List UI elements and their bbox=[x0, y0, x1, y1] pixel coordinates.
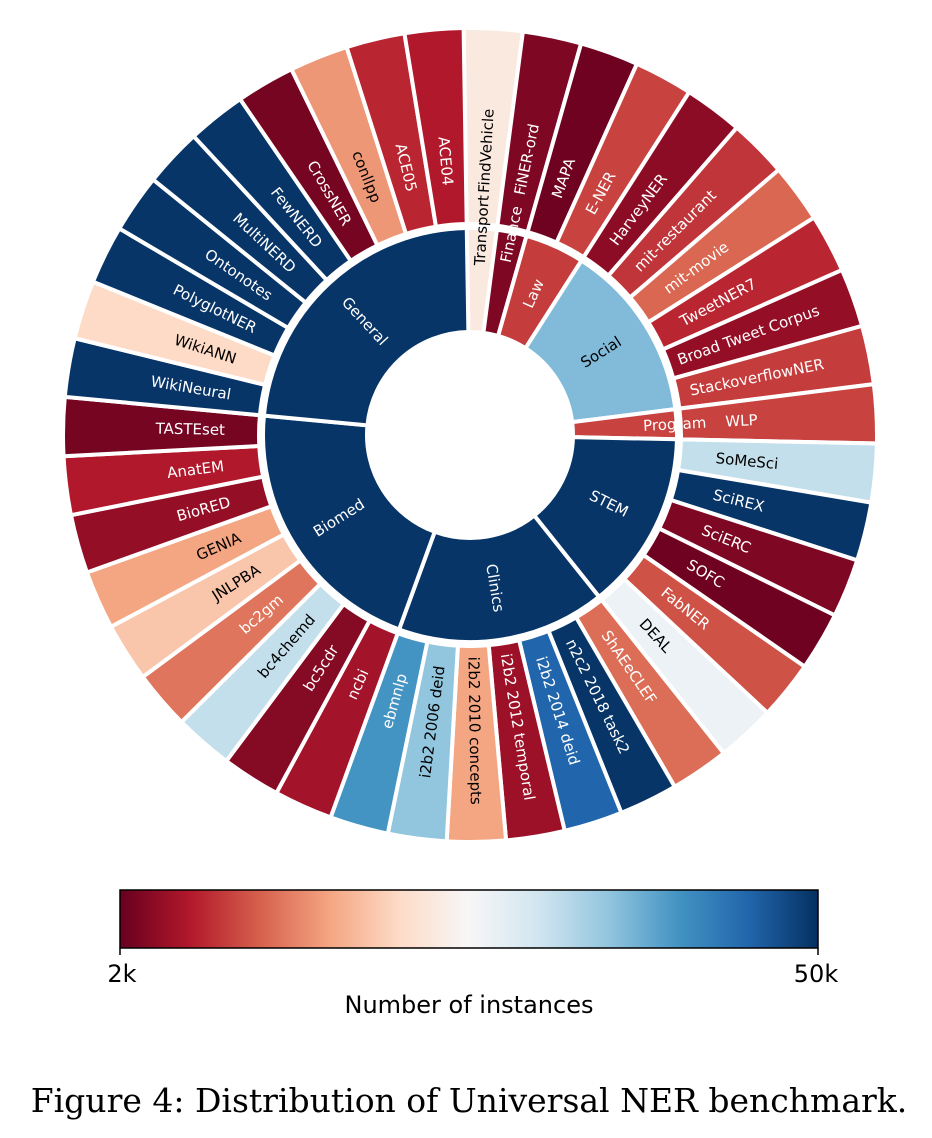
colorbar-min-label: 2k bbox=[107, 960, 136, 988]
dataset-segment-ace04 bbox=[402, 26, 469, 230]
category-segment-clinics bbox=[396, 512, 602, 644]
category-segment-general bbox=[261, 225, 471, 428]
category-segment-biomed bbox=[261, 413, 438, 633]
colorbar-title: Number of instances bbox=[345, 991, 594, 1019]
colorbar: 2k 50k Number of instances bbox=[107, 889, 839, 1019]
figure-caption: Figure 4: Distribution of Universal NER … bbox=[31, 1081, 908, 1120]
colorbar-gradient bbox=[119, 889, 819, 949]
dataset-label-findvehicle: FindVehicle bbox=[475, 108, 498, 193]
category-segment-stem bbox=[531, 435, 679, 600]
colorbar-max-label: 50k bbox=[794, 960, 839, 988]
category-label-transport: Transport bbox=[471, 195, 493, 267]
category-ring: Transport FinanceLawSocialProgramSTEMClin… bbox=[261, 195, 707, 644]
dataset-label-ace04: ACE04 bbox=[434, 136, 456, 186]
dataset-label-somesci: SoMeSci bbox=[715, 449, 779, 473]
dataset-label-i2b2-2010-concepts: i2b2 2010 concepts bbox=[464, 657, 484, 806]
dataset-ring: FindVehicle FiNER-ord MAPA E-NERHarveyNERmi… bbox=[61, 26, 879, 844]
dataset-label-tasteset: TASTEset bbox=[154, 419, 225, 438]
category-label-program: Program bbox=[643, 414, 707, 435]
category-segment-social bbox=[522, 257, 678, 425]
dataset-label-wlp: WLP bbox=[725, 411, 758, 431]
